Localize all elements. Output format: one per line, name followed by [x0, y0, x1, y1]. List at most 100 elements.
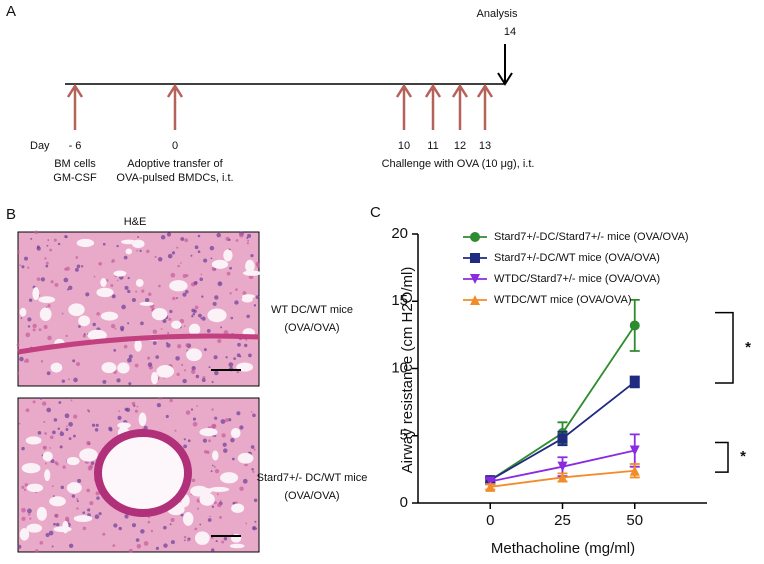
tissue-dot: [123, 344, 128, 349]
tissue-dot: [113, 523, 118, 528]
tissue-dot: [211, 381, 214, 384]
alveolus: [139, 301, 154, 306]
tissue-dot: [235, 288, 238, 292]
tissue-dot: [177, 264, 180, 268]
legend-label: Stard7+/-DC/Stard7+/- mice (OVA/OVA): [494, 231, 689, 243]
day-label: 10: [398, 140, 410, 152]
tissue-dot: [152, 341, 157, 346]
tissue-dot: [169, 398, 173, 403]
tissue-dot: [71, 494, 76, 498]
alveolus: [62, 520, 69, 534]
tissue-dot: [210, 257, 213, 260]
tissue-dot: [73, 377, 78, 383]
data-point: [485, 476, 496, 487]
tissue-dot: [131, 401, 136, 406]
tissue-dot: [247, 239, 250, 242]
tissue-dot: [65, 334, 68, 338]
tissue-dot: [199, 523, 202, 526]
tissue-dot: [162, 319, 167, 324]
tissue-dot: [211, 464, 214, 467]
tissue-dot: [47, 239, 50, 241]
tissue-dot: [57, 427, 61, 431]
tissue-dot: [194, 527, 198, 531]
tissue-dot: [96, 496, 100, 500]
tissue-dot: [34, 230, 39, 235]
tissue-dot: [133, 404, 136, 407]
tissue-dot: [102, 379, 107, 384]
tissue-dot: [229, 266, 232, 270]
tissue-dot: [200, 273, 203, 276]
tissue-dot: [235, 239, 239, 242]
image-label: Stard7+/- DC/WT mice: [257, 472, 368, 484]
y-tick-label: 10: [391, 359, 408, 376]
histology: WT DC/WT mice (OVA/OVA) Stard7+/- DC/WT mi…: [16, 230, 368, 554]
tissue-dot: [172, 296, 176, 301]
tissue-dot: [30, 237, 33, 240]
tissue-dot: [203, 450, 208, 454]
panel-label: B: [6, 206, 16, 223]
tissue-dot: [76, 264, 81, 269]
tissue-dot: [139, 249, 142, 252]
tissue-dot: [143, 541, 149, 546]
analysis-day: 14: [504, 26, 516, 38]
tissue-dot: [230, 317, 233, 320]
tissue-dot: [116, 378, 121, 383]
tissue-dot: [54, 461, 58, 465]
tissue-dot: [206, 329, 211, 333]
tissue-dot: [165, 342, 169, 345]
tissue-dot: [123, 255, 128, 260]
tissue-dot: [143, 425, 148, 430]
tissue-dot: [91, 423, 96, 427]
tissue-dot: [254, 520, 257, 523]
alveolus: [19, 307, 27, 317]
tissue-dot: [180, 513, 184, 517]
tissue-dot: [66, 425, 68, 428]
tissue-dot: [174, 429, 177, 432]
tissue-dot: [148, 292, 152, 296]
tissue-dot: [32, 400, 36, 404]
tissue-dot: [195, 374, 200, 379]
tissue-dot: [165, 414, 169, 419]
tissue-dot: [253, 498, 258, 503]
alveolus: [132, 239, 145, 249]
alveolus: [21, 462, 41, 474]
tissue-dot: [146, 249, 150, 254]
tissue-dot: [72, 359, 76, 363]
tissue-dot: [86, 488, 91, 493]
tissue-dot: [197, 250, 201, 254]
tissue-dot: [163, 525, 167, 530]
tissue-dot: [251, 467, 254, 471]
tissue-dot: [239, 232, 244, 238]
tissue-dot: [110, 284, 114, 287]
tissue-dot: [222, 442, 227, 447]
tissue-dot: [23, 256, 29, 261]
tissue-dot: [166, 343, 171, 348]
alveolus: [50, 362, 63, 373]
tissue-dot: [76, 507, 79, 510]
tissue-dot: [213, 501, 217, 505]
tissue-dot: [231, 457, 235, 461]
tissue-dot: [60, 485, 65, 490]
alveolus: [245, 259, 255, 273]
tissue-dot: [68, 422, 73, 427]
tissue-dot: [154, 255, 157, 259]
tissue-dot: [32, 328, 36, 332]
tissue-dot: [246, 236, 249, 239]
x-tick-label: 25: [554, 512, 571, 529]
tissue-dot: [226, 271, 231, 276]
tissue-dot: [147, 356, 151, 360]
alveolus: [101, 362, 117, 374]
tissue-dot: [234, 300, 239, 305]
tissue-dot: [70, 399, 73, 402]
tissue-dot: [155, 355, 159, 359]
tissue-dot: [217, 338, 222, 344]
alveolus: [79, 448, 98, 462]
data-point: [470, 274, 480, 284]
data-point: [557, 472, 568, 483]
tissue-dot: [73, 434, 76, 438]
tissue-dot: [121, 304, 126, 310]
alveolus: [125, 248, 133, 255]
timeline: - 6 0 10 11 12 13 Day Analysis 14 BM cells GM-CSF A…: [30, 8, 534, 184]
tissue-dot: [236, 411, 241, 416]
tissue-dot: [216, 493, 219, 496]
